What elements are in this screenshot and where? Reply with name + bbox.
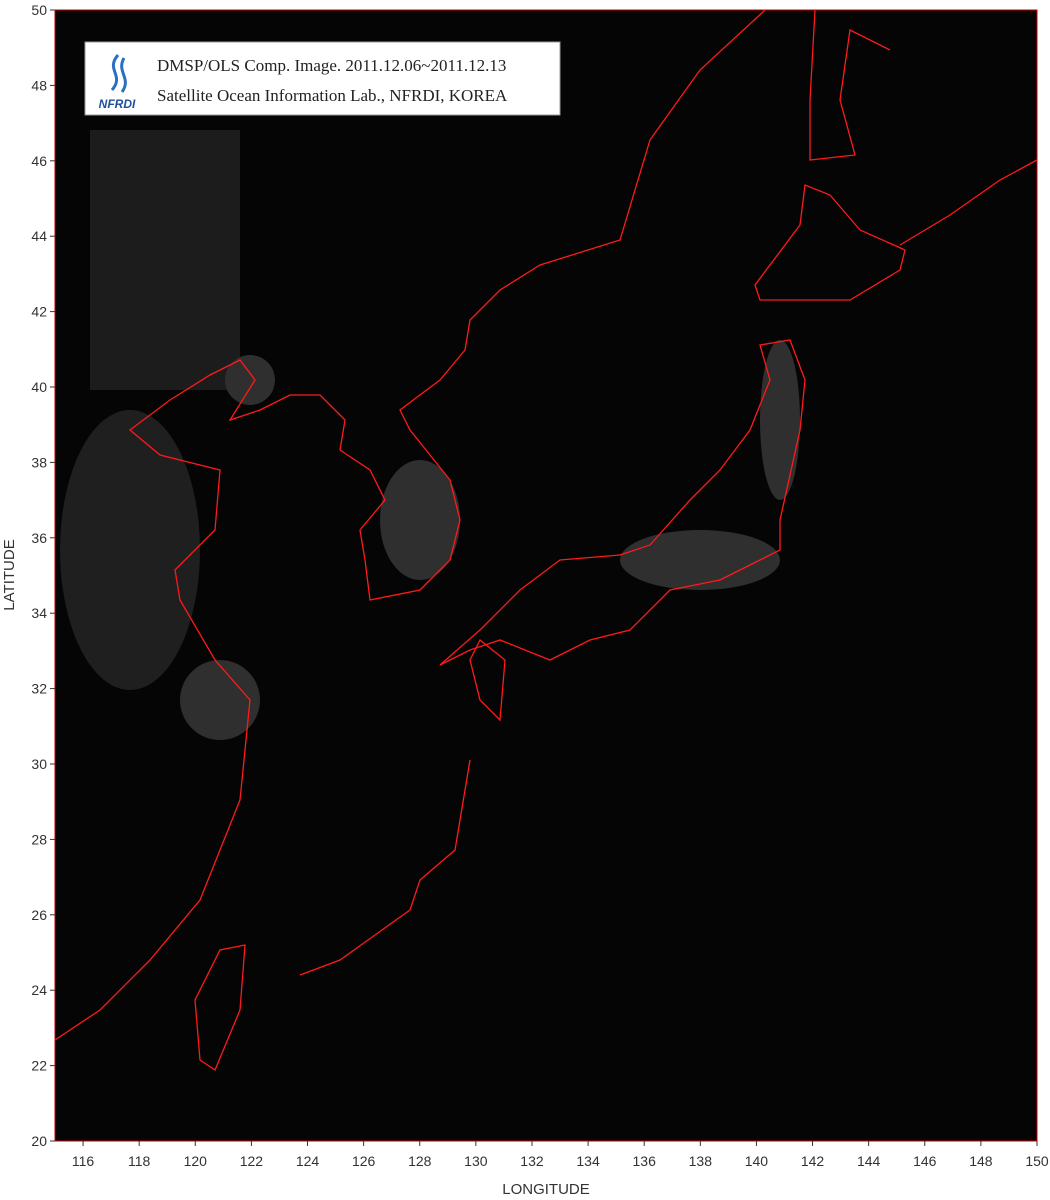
honshu [439,339,806,666]
map-frame [54,9,1038,1142]
ryukyu-islands [299,759,471,976]
caption-background [84,41,561,116]
y-tick-label: 24 [31,982,47,998]
caption-box: NFRDI DMSP/OLS Comp. Image. 2011.12.06~2… [84,41,561,116]
y-tick-label: 28 [31,831,47,847]
taiwan [194,944,246,1071]
y-tick-label: 20 [31,1133,47,1149]
y-tick-label: 36 [31,530,47,546]
x-tick-label: 126 [352,1153,376,1169]
light-glow [60,130,800,740]
y-tick-label: 26 [31,907,47,923]
x-tick-label: 122 [240,1153,264,1169]
x-tick-label: 144 [857,1153,881,1169]
y-tick-label: 38 [31,454,47,470]
y-tick-label: 44 [31,228,47,244]
y-tick-label: 30 [31,756,47,772]
x-tick-label: 138 [689,1153,713,1169]
x-tick-label: 140 [745,1153,769,1169]
x-tick-label: 142 [801,1153,825,1169]
axes: 116 118 120 122 124 126 128 130 132 134 136 138 140 1… [31,2,1048,1169]
x-tick-label: 136 [633,1153,657,1169]
x-tick-label: 150 [1025,1153,1049,1169]
y-tick-label: 22 [31,1058,47,1074]
coastlines [54,9,1038,1071]
asia-coast [54,9,766,1041]
x-tick-label: 148 [969,1153,993,1169]
y-tick-label: 50 [31,2,47,18]
hokkaido [754,184,906,301]
x-tick-label: 118 [128,1153,151,1169]
y-tick-label: 42 [31,304,47,320]
x-tick-label: 116 [72,1153,95,1169]
x-tick-label: 124 [296,1153,320,1169]
caption-line: DMSP/OLS Comp. Image. 2011.12.06~2011.12… [157,56,506,75]
x-tick-label: 130 [464,1153,488,1169]
x-axis-label: LONGITUDE [502,1181,590,1198]
y-axis-label: LATITUDE [1,539,18,610]
logo-text: NFRDI [99,97,136,111]
y-tick-label: 34 [31,605,47,621]
logo-icon [110,54,127,93]
x-tick-label: 128 [408,1153,432,1169]
x-tick-label: 132 [520,1153,544,1169]
x-tick-label: 134 [576,1153,600,1169]
kyushu [469,638,506,722]
sakhalin [809,9,891,161]
y-tick-label: 48 [31,77,47,93]
kuril-islands [899,159,1038,246]
x-tick-label: 120 [184,1153,208,1169]
x-tick-label: 146 [913,1153,937,1169]
y-tick-label: 40 [31,379,47,395]
y-tick-label: 46 [31,153,47,169]
caption-line: Satellite Ocean Information Lab., NFRDI,… [157,86,508,105]
y-tick-label: 32 [31,681,47,697]
